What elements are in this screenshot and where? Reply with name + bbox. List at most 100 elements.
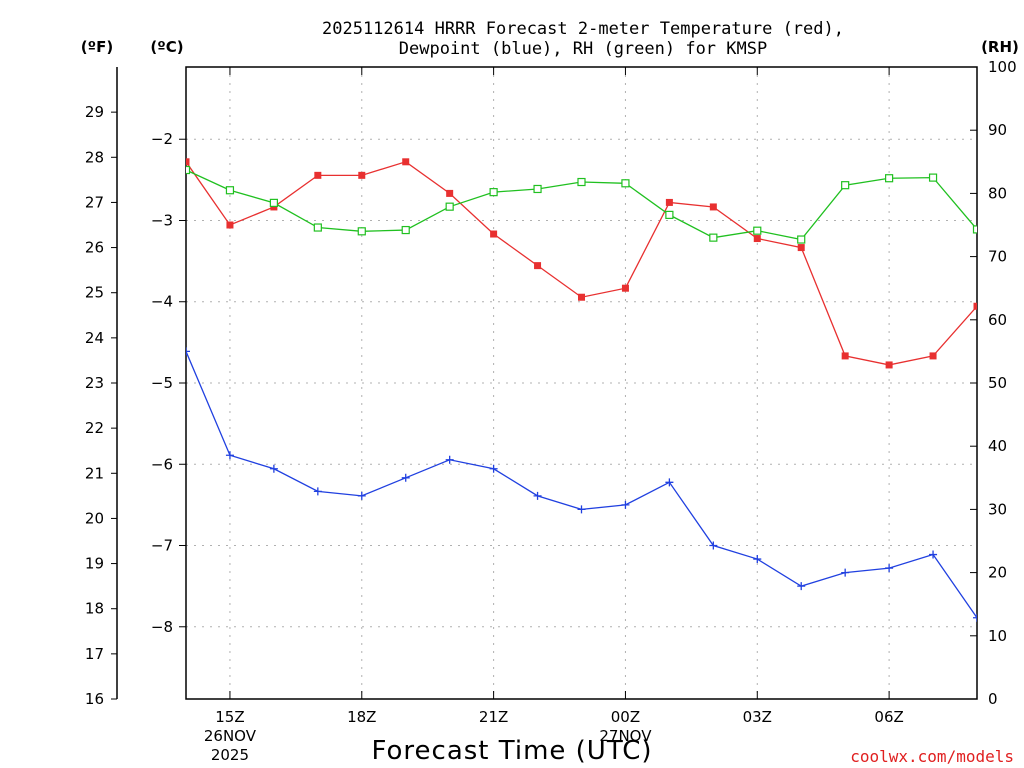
- data-point: [973, 302, 977, 310]
- chart-title-line-2: Dewpoint (blue), RH (green) for KMSP: [399, 39, 767, 59]
- x-axis-label: Forecast Time (UTC): [371, 736, 652, 766]
- data-point: [490, 230, 498, 238]
- data-point: [401, 473, 410, 482]
- gridlines: [186, 67, 977, 699]
- data-point: [357, 491, 366, 500]
- data-point: [753, 226, 762, 235]
- data-point: [225, 186, 235, 195]
- data-point: [534, 262, 542, 270]
- fahrenheit-tick-label: 28: [85, 148, 104, 166]
- series-line: [186, 351, 977, 619]
- data-point: [577, 505, 586, 514]
- data-point: [797, 235, 806, 244]
- data-point: [885, 564, 894, 573]
- fahrenheit-tick-label: 19: [85, 555, 104, 573]
- source-credit: coolwx.com/models: [850, 747, 1014, 766]
- x-tick-label: 27NOV: [599, 727, 652, 745]
- data-point: [186, 165, 191, 175]
- data-point: [797, 582, 806, 591]
- rh-tick-label: 50: [988, 374, 1007, 392]
- data-point: [621, 500, 630, 509]
- data-point: [885, 174, 894, 183]
- series-line: [186, 161, 977, 366]
- rh-tick-label: 10: [988, 627, 1007, 645]
- data-point: [621, 179, 630, 188]
- axes: 16 17 18 19 20 21 22 23 24 25 26 27 28 29 −2 −3 −4 −5 −6 −7…: [85, 58, 1017, 708]
- data-point: [797, 244, 805, 252]
- data-point: [446, 189, 454, 197]
- data-point: [753, 555, 762, 564]
- data-point: [357, 227, 366, 236]
- fahrenheit-tick-label: 22: [85, 419, 104, 437]
- series-relative-humidity: [186, 165, 977, 244]
- data-point: [313, 223, 322, 232]
- data-point: [709, 203, 717, 211]
- data-point: [665, 478, 674, 487]
- x-tick-label: 21Z: [479, 708, 508, 726]
- x-tick-label: 03Z: [743, 708, 772, 726]
- fahrenheit-tick-label: 21: [85, 464, 104, 482]
- rh-tick-label: 20: [988, 564, 1007, 582]
- x-tick-label: 18Z: [347, 708, 376, 726]
- celsius-tick-label: −7: [151, 537, 173, 555]
- fahrenheit-tick-label: 27: [85, 193, 104, 211]
- series-2-meter-temperature: [186, 158, 977, 369]
- celsius-tick-label: −5: [151, 374, 173, 392]
- series-dewpoint: [186, 347, 977, 622]
- fahrenheit-tick-label: 24: [85, 329, 104, 347]
- data-series: [186, 158, 977, 622]
- data-point: [841, 568, 850, 577]
- data-point: [401, 225, 410, 235]
- rh-tick-label: 100: [988, 58, 1017, 76]
- data-point: [972, 225, 977, 234]
- data-point: [929, 550, 938, 559]
- fahrenheit-tick-label: 23: [85, 374, 104, 392]
- data-point: [928, 173, 938, 182]
- celsius-tick-label: −6: [151, 455, 173, 473]
- data-point: [578, 293, 585, 301]
- data-point: [186, 158, 190, 166]
- data-point: [885, 361, 893, 369]
- x-tick-label: 06Z: [874, 708, 903, 726]
- x-tick-label: 2025: [211, 746, 249, 764]
- x-tick-label: 26NOV: [204, 727, 257, 745]
- data-point: [402, 158, 410, 166]
- data-point: [533, 491, 542, 500]
- rh-tick-label: 40: [988, 437, 1007, 455]
- data-point: [929, 352, 937, 360]
- data-point: [445, 202, 454, 211]
- celsius-axis-unit: (ºC): [150, 38, 183, 56]
- data-point: [314, 171, 322, 179]
- data-point: [226, 221, 234, 229]
- rh-tick-label: 90: [988, 121, 1007, 139]
- x-tick-label: 15Z: [215, 708, 244, 726]
- data-point: [841, 181, 850, 190]
- fahrenheit-tick-label: 26: [85, 239, 104, 257]
- fahrenheit-tick-label: 29: [85, 103, 104, 121]
- rh-tick-label: 0: [988, 690, 998, 708]
- data-point: [358, 171, 366, 179]
- fahrenheit-tick-label: 18: [85, 600, 104, 618]
- fahrenheit-tick-label: 20: [85, 509, 104, 527]
- rh-tick-label: 30: [988, 500, 1007, 518]
- data-point: [665, 198, 673, 206]
- data-point: [313, 487, 322, 496]
- celsius-tick-label: −4: [151, 293, 173, 311]
- data-point: [621, 284, 629, 292]
- data-point: [973, 613, 977, 622]
- data-point: [445, 455, 454, 464]
- rh-tick-label: 80: [988, 184, 1007, 202]
- data-point: [709, 541, 718, 550]
- data-point: [841, 352, 849, 360]
- data-point: [577, 177, 586, 187]
- data-point: [186, 347, 190, 356]
- chart-title-line-1: 2025112614 HRRR Forecast 2-meter Tempera…: [322, 19, 844, 39]
- data-point: [665, 210, 674, 219]
- data-point: [269, 198, 278, 207]
- data-point: [225, 451, 234, 460]
- data-point: [753, 235, 761, 243]
- celsius-tick-label: −8: [151, 618, 173, 636]
- rh-axis-unit: (RH): [981, 38, 1019, 56]
